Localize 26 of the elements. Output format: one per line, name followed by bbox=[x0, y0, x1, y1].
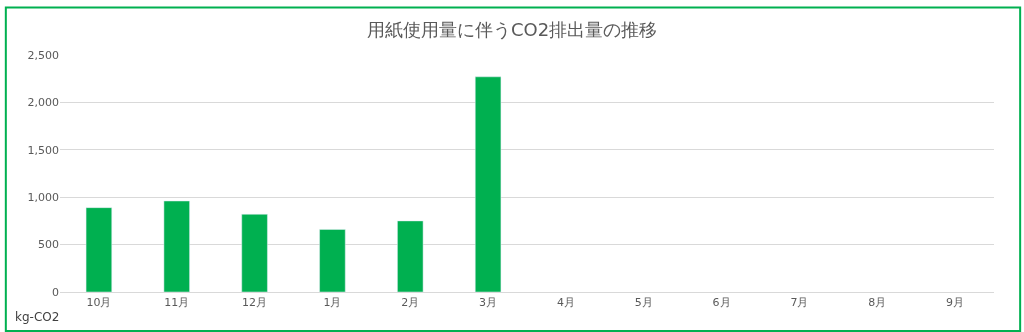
x-tick-label: 6月 bbox=[712, 296, 731, 310]
x-tick-label: 8月 bbox=[868, 296, 887, 310]
y-tick-label: 0 bbox=[52, 285, 59, 299]
y-axis-title: kg-CO2 bbox=[15, 310, 60, 324]
x-tick-label: 9月 bbox=[946, 296, 965, 310]
y-tick-label: 1,500 bbox=[27, 143, 59, 157]
y-tick-label: 2,500 bbox=[27, 48, 59, 62]
x-tick-label: 11月 bbox=[164, 296, 190, 310]
y-tick-label: 1,000 bbox=[27, 191, 59, 205]
bar bbox=[163, 200, 190, 292]
x-tick-label: 12月 bbox=[242, 296, 268, 310]
x-tick-label: 2月 bbox=[401, 296, 420, 310]
x-tick-label: 1月 bbox=[323, 296, 342, 310]
x-tick-label: 3月 bbox=[479, 296, 498, 310]
x-tick-label: 4月 bbox=[556, 296, 575, 310]
y-tick-label: 500 bbox=[38, 238, 59, 252]
x-tick-label: 5月 bbox=[634, 296, 653, 310]
bar bbox=[241, 214, 268, 292]
bar bbox=[85, 207, 113, 292]
x-tick-label: 7月 bbox=[790, 296, 809, 310]
y-tick-label: 2,000 bbox=[27, 96, 59, 110]
bar bbox=[319, 229, 346, 292]
x-tick-label: 10月 bbox=[86, 296, 112, 310]
chart-title: 用紙使用量に伴うCO2排出量の推移 bbox=[366, 18, 658, 40]
bar bbox=[397, 220, 424, 292]
bar bbox=[474, 76, 502, 292]
